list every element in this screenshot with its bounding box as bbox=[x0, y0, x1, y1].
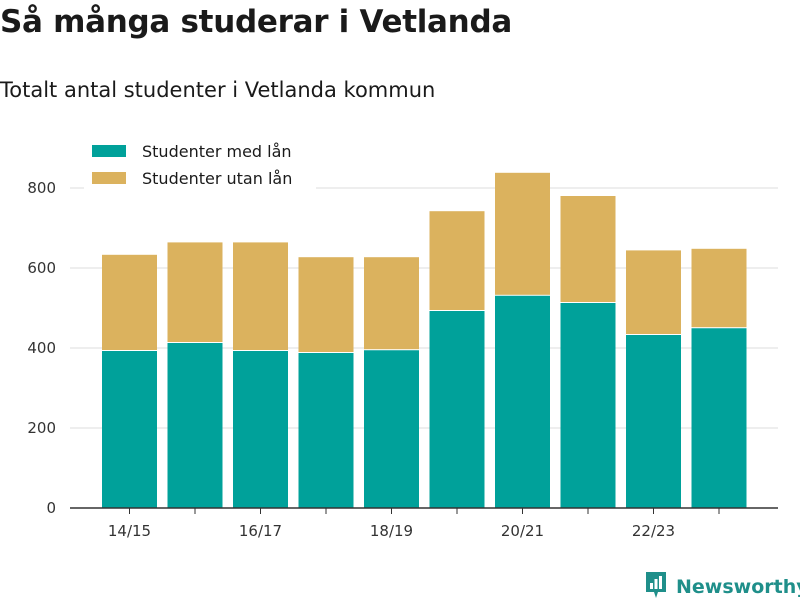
bar-segment-med-lan bbox=[691, 327, 747, 508]
bar-segment-med-lan bbox=[495, 294, 550, 508]
bar-segment-med-lan bbox=[364, 349, 419, 508]
x-tick-label: 16/17 bbox=[239, 522, 282, 540]
brand-logo: Newsworthy bbox=[644, 570, 800, 604]
legend: Studenter med lån Studenter utan lån bbox=[84, 138, 316, 194]
x-tick-label: 14/15 bbox=[108, 522, 151, 540]
bars bbox=[102, 172, 747, 508]
y-tick-label: 400 bbox=[27, 339, 56, 357]
chart-title: Så många studerar i Vetlanda bbox=[0, 4, 512, 40]
newsworthy-logo-icon bbox=[644, 570, 668, 604]
bar-segment-utan-lan bbox=[691, 248, 747, 328]
legend-label: Studenter med lån bbox=[142, 142, 292, 161]
stacked-bar-chart: 0 200 400 600 800 14/15 16/17 18/19 20/21 22/23 S… bbox=[27, 138, 778, 540]
legend-label: Studenter utan lån bbox=[142, 169, 292, 188]
bar-segment-utan-lan bbox=[429, 211, 485, 310]
bar-segment-utan-lan bbox=[102, 254, 157, 350]
x-tick-label: 18/19 bbox=[370, 522, 413, 540]
bar-segment-med-lan bbox=[167, 342, 223, 508]
bar-segment-utan-lan bbox=[167, 242, 223, 342]
bar-segment-utan-lan bbox=[298, 257, 354, 352]
chart-subtitle: Totalt antal studenter i Vetlanda kommun bbox=[0, 78, 436, 102]
y-tick-label: 800 bbox=[27, 179, 56, 197]
bar-segment-med-lan bbox=[626, 334, 681, 508]
x-tick-label: 22/23 bbox=[632, 522, 675, 540]
brand-name: Newsworthy bbox=[676, 576, 800, 598]
bar-segment-utan-lan bbox=[233, 242, 288, 350]
bar-segment-med-lan bbox=[560, 302, 616, 508]
y-tick-label: 600 bbox=[27, 259, 56, 277]
y-tick-label: 200 bbox=[27, 419, 56, 437]
bar-segment-utan-lan bbox=[495, 172, 550, 295]
bar-segment-med-lan bbox=[298, 352, 354, 508]
y-tick-label: 0 bbox=[46, 499, 56, 517]
axes: 0 200 400 600 800 14/15 16/17 18/19 20/21 22/23 bbox=[27, 179, 778, 540]
bar-segment-med-lan bbox=[429, 310, 485, 508]
bar-segment-med-lan bbox=[102, 350, 157, 508]
legend-swatch bbox=[92, 145, 126, 157]
bar-segment-med-lan bbox=[233, 350, 288, 508]
legend-swatch bbox=[92, 172, 126, 184]
bar-segment-utan-lan bbox=[364, 257, 419, 350]
bar-segment-utan-lan bbox=[560, 196, 616, 302]
x-tick-label: 20/21 bbox=[501, 522, 544, 540]
bar-segment-utan-lan bbox=[626, 250, 681, 334]
